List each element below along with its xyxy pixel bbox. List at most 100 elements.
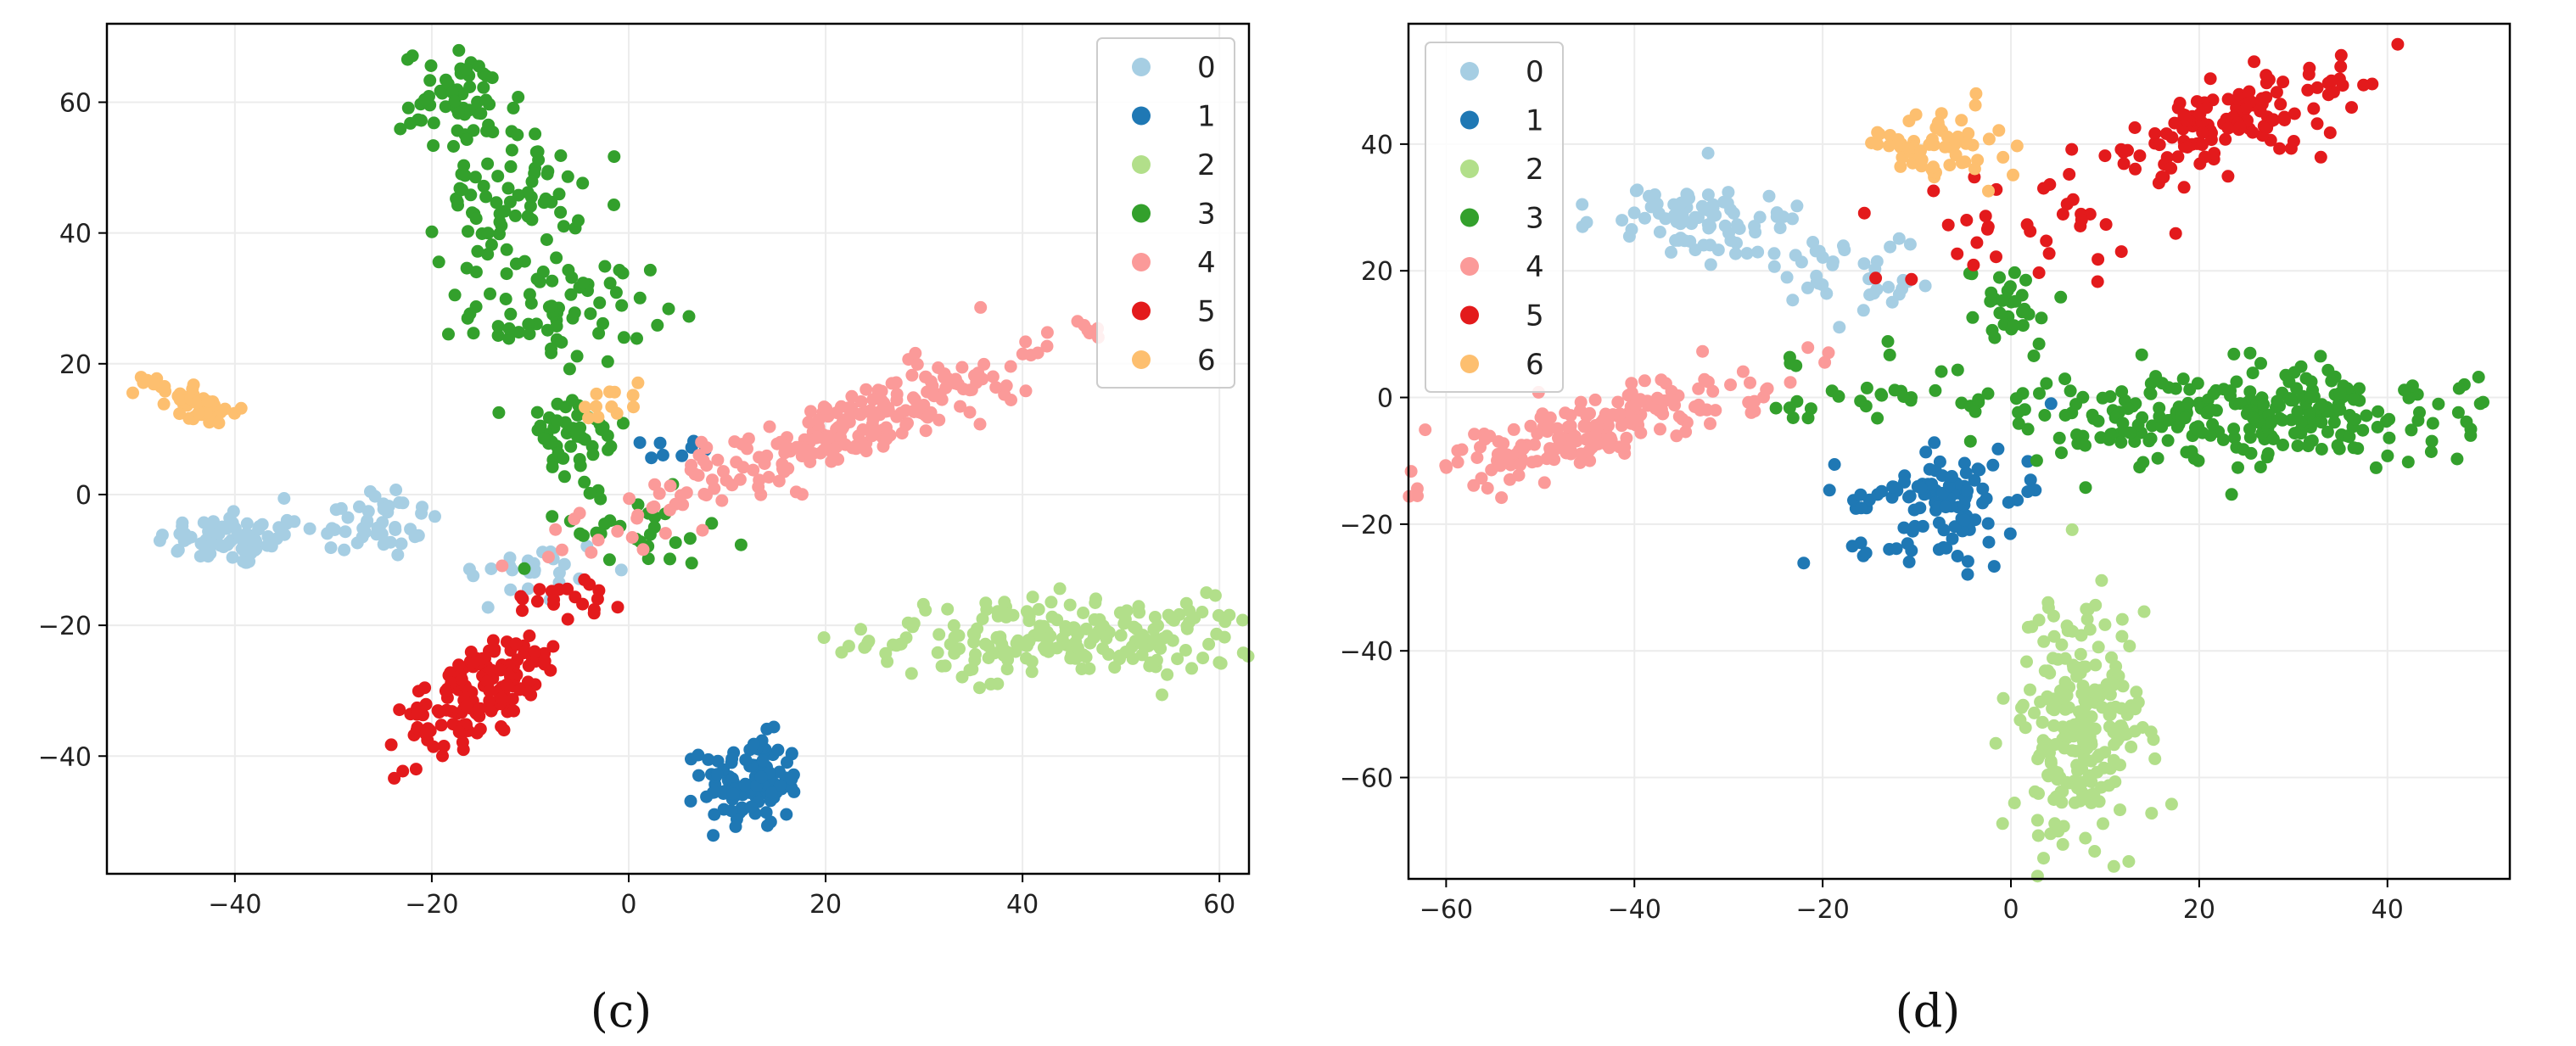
point-class-0 [481,601,495,614]
point-class-2 [2021,620,2035,634]
point-class-3 [2135,348,2148,361]
point-class-2 [2071,764,2084,777]
point-class-2 [969,648,982,661]
point-class-4 [1582,444,1596,457]
point-class-5 [2314,150,2327,164]
point-class-4 [1638,374,1651,388]
point-class-4 [1604,431,1617,445]
legend-marker-1 [1132,106,1151,126]
point-class-3 [461,311,474,325]
point-class-3 [1860,381,1873,394]
point-class-4 [585,545,598,559]
point-class-0 [1762,189,1776,203]
point-class-3 [512,188,525,202]
point-class-3 [2333,403,2347,417]
point-class-0 [1896,282,1909,295]
point-class-2 [2092,640,2105,654]
point-class-6 [582,411,596,425]
point-class-4 [1561,420,1575,434]
point-class-5 [2325,74,2338,87]
point-class-5 [2196,126,2209,139]
point-class-3 [490,196,503,210]
point-class-1 [1859,546,1873,560]
point-class-3 [500,267,513,281]
point-class-3 [2104,428,2118,441]
point-class-0 [415,506,428,520]
point-class-5 [2195,138,2209,151]
point-class-0 [324,541,338,555]
point-class-4 [802,416,815,429]
point-class-3 [2261,447,2275,461]
point-class-3 [2425,434,2439,448]
point-class-5 [2040,234,2053,248]
point-class-6 [173,407,187,421]
legend-marker-0 [1460,62,1479,81]
point-class-4 [747,463,760,477]
scatter-points [126,43,1255,842]
point-class-5 [512,683,526,696]
point-class-1 [710,768,724,781]
point-class-3 [572,214,585,227]
point-class-2 [2028,785,2041,798]
point-class-5 [1960,214,1974,227]
point-class-6 [603,385,616,399]
point-class-5 [1951,247,1964,260]
point-class-6 [157,397,171,411]
point-class-6 [590,400,602,413]
point-class-4 [763,420,776,434]
point-class-0 [1652,207,1666,220]
point-class-4 [910,358,924,371]
point-class-2 [2080,612,2094,626]
point-class-3 [485,71,499,85]
point-class-3 [2233,397,2247,411]
point-class-5 [393,703,406,717]
point-class-0 [1674,232,1688,245]
point-class-5 [2334,60,2348,73]
point-class-3 [479,93,493,107]
point-class-3 [2290,382,2304,395]
point-class-6 [192,406,205,419]
point-class-2 [2032,613,2046,627]
point-class-3 [479,190,493,204]
x-tick-label: 0 [620,890,636,920]
point-class-2 [1053,582,1067,596]
point-class-0 [212,528,226,540]
point-class-3 [2052,431,2066,445]
point-class-3 [2325,374,2338,388]
point-class-1 [739,753,753,767]
point-class-0 [249,534,263,548]
point-class-4 [790,440,804,454]
point-class-3 [1985,286,1998,299]
point-class-3 [2401,456,2415,469]
point-class-4 [675,489,687,502]
point-class-2 [2079,831,2092,845]
point-class-2 [2137,605,2151,618]
point-class-2 [1113,649,1127,663]
point-class-1 [708,808,721,821]
point-class-6 [1909,108,1923,121]
point-class-3 [2343,430,2356,444]
point-class-2 [1188,612,1201,624]
point-class-0 [1682,188,1694,202]
point-class-3 [2153,410,2166,423]
point-class-3 [1888,383,1901,397]
point-class-4 [1655,373,1668,387]
point-class-3 [683,532,697,545]
point-class-0 [1857,257,1871,271]
point-class-3 [541,165,555,178]
point-class-4 [1670,429,1683,443]
point-class-1 [633,436,647,450]
point-class-0 [1731,218,1744,232]
point-class-2 [1071,641,1084,655]
legend-marker-1 [1460,110,1479,130]
point-class-0 [1882,281,1896,294]
point-class-3 [2144,387,2158,400]
point-class-4 [899,418,913,432]
point-class-4 [1550,422,1564,435]
point-class-4 [955,361,969,374]
point-class-6 [173,393,187,406]
y-tick-label: 20 [1361,257,1393,287]
point-class-6 [1932,120,1946,134]
point-class-2 [1223,608,1236,622]
point-class-3 [2161,434,2175,447]
